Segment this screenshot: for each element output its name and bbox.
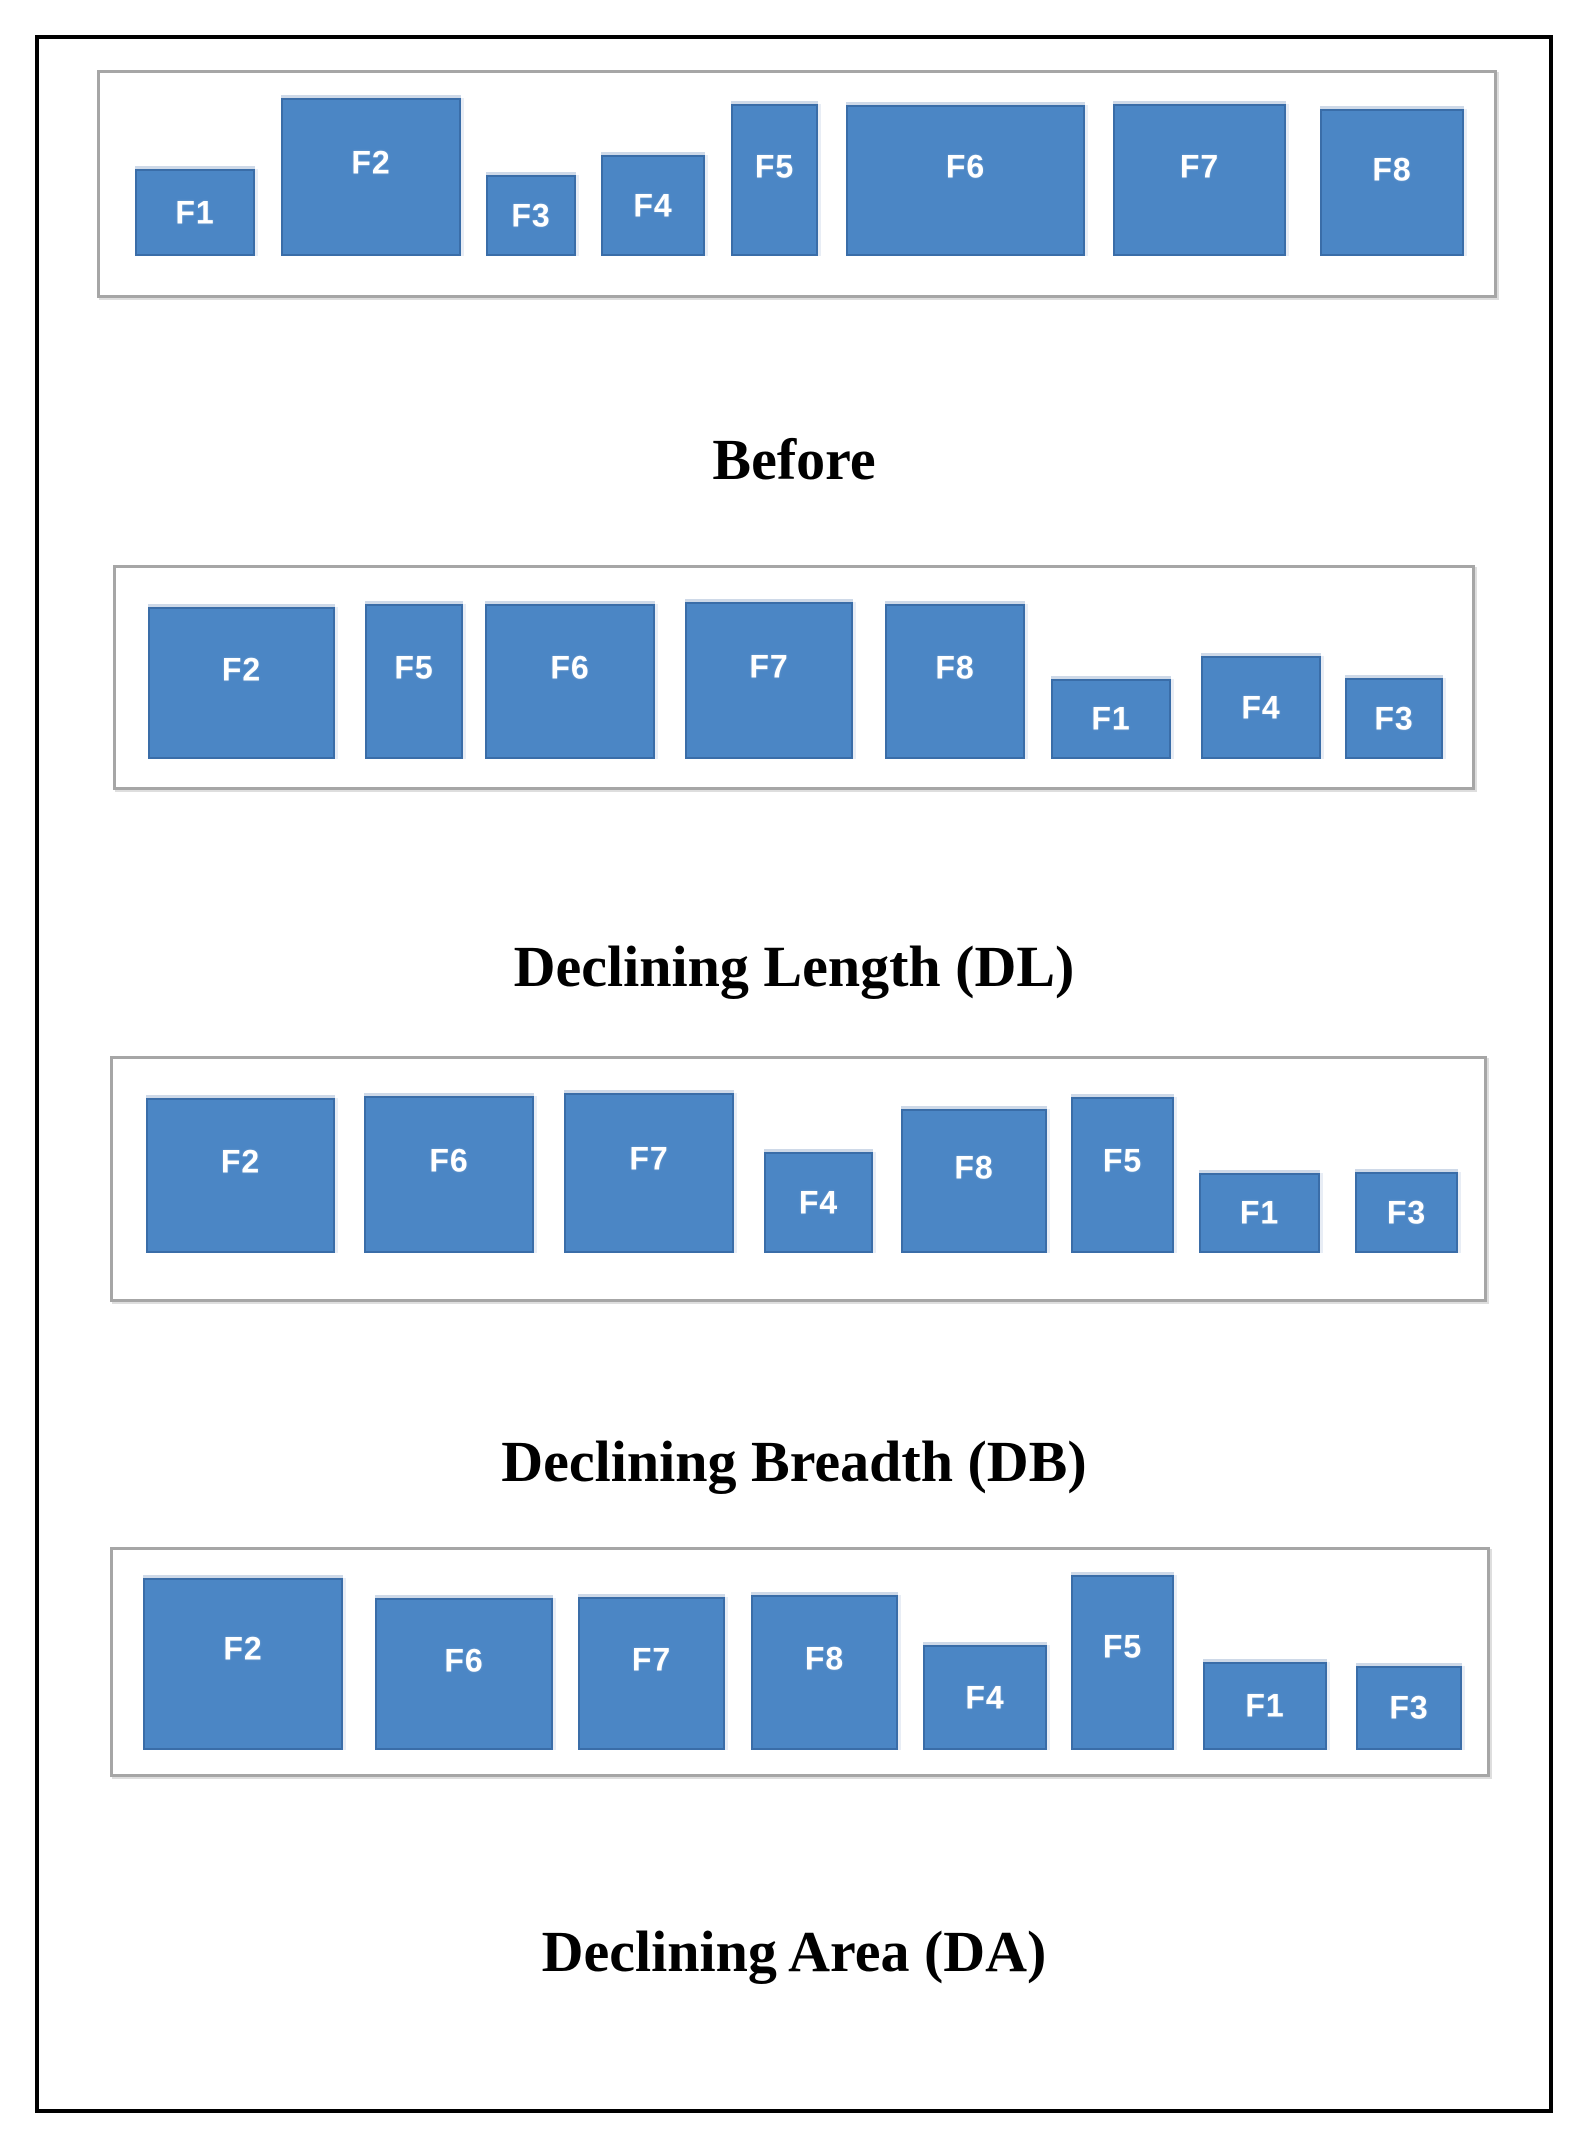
box-label: F1	[175, 194, 215, 230]
box-f5-declining-breadth: F5	[1071, 1097, 1174, 1253]
box-label: F2	[351, 144, 391, 181]
box-f1-declining-breadth: F1	[1199, 1173, 1320, 1253]
box-f6-before: F6	[846, 105, 1085, 256]
box-f2-declining-breadth: F2	[146, 1098, 335, 1253]
box-f7-before: F7	[1113, 104, 1286, 256]
box-f6-declining-breadth: F6	[364, 1096, 534, 1253]
box-f7-declining-area: F7	[578, 1597, 725, 1750]
caption-before: Before	[712, 427, 876, 492]
box-f3-before: F3	[486, 175, 576, 256]
box-f8-declining-length: F8	[885, 604, 1025, 759]
panel-declining-breadth: F2 F6 F7 F4 F8 F5 F1 F3	[110, 1056, 1487, 1302]
box-label: F6	[444, 1642, 484, 1679]
box-label: F3	[511, 197, 551, 233]
box-label: F4	[965, 1679, 1005, 1715]
box-label: F2	[221, 651, 262, 688]
box-f1-declining-area: F1	[1203, 1662, 1327, 1750]
panel-before: F1 F2 F3 F4 F5 F6 F7 F8	[97, 70, 1497, 298]
box-f2-declining-length: F2	[148, 607, 335, 759]
panel-declining-area: F2 F6 F7 F8 F4 F5 F1 F3	[110, 1547, 1490, 1777]
box-f7-declining-breadth: F7	[564, 1093, 734, 1253]
box-label: F7	[749, 648, 789, 685]
box-f6-declining-length: F6	[485, 604, 655, 759]
box-f3-declining-length: F3	[1345, 678, 1443, 759]
box-f5-declining-length: F5	[365, 604, 463, 759]
caption-declining-breadth: Declining Breadth (DB)	[501, 1429, 1087, 1494]
box-f8-before: F8	[1320, 109, 1464, 256]
box-f4-declining-breadth: F4	[764, 1152, 873, 1253]
box-label: F3	[1386, 1194, 1427, 1230]
box-label: F4	[633, 187, 673, 223]
box-label: F2	[220, 1143, 261, 1180]
box-label: F5	[394, 649, 434, 686]
box-f1-declining-length: F1	[1051, 679, 1171, 759]
box-label: F7	[1179, 148, 1220, 185]
box-f5-before: F5	[731, 104, 818, 256]
box-label: F8	[804, 1640, 845, 1677]
box-label: F3	[1374, 700, 1414, 736]
box-f7-declining-length: F7	[685, 602, 853, 759]
box-label: F1	[1091, 700, 1131, 737]
box-f3-declining-breadth: F3	[1355, 1172, 1458, 1253]
box-label: F8	[935, 649, 975, 686]
box-label: F3	[1389, 1689, 1429, 1726]
figure-outer-border	[35, 35, 1553, 2113]
box-label: F1	[1239, 1194, 1280, 1231]
box-f6-declining-area: F6	[375, 1598, 553, 1750]
box-label: F8	[1372, 151, 1412, 188]
box-f4-declining-area: F4	[923, 1645, 1047, 1750]
box-f2-before: F2	[281, 98, 461, 256]
box-f4-declining-length: F4	[1201, 656, 1321, 759]
box-label: F7	[631, 1641, 672, 1678]
box-label: F5	[1102, 1628, 1143, 1665]
box-label: F4	[798, 1184, 839, 1220]
box-f1-before: F1	[135, 169, 255, 256]
box-label: F5	[1102, 1142, 1143, 1179]
box-label: F5	[754, 148, 795, 185]
box-label: F8	[954, 1149, 994, 1186]
box-f3-declining-area: F3	[1356, 1666, 1462, 1750]
box-label: F6	[429, 1142, 469, 1179]
box-f2-declining-area: F2	[143, 1578, 343, 1750]
box-label: F6	[550, 649, 590, 686]
box-label: F2	[223, 1630, 263, 1667]
box-label: F1	[1245, 1687, 1285, 1724]
caption-declining-length: Declining Length (DL)	[513, 934, 1075, 999]
box-f8-declining-breadth: F8	[901, 1109, 1047, 1253]
box-label: F6	[945, 148, 986, 185]
caption-declining-area: Declining Area (DA)	[541, 1919, 1047, 1984]
panel-declining-length: F2 F5 F6 F7 F8 F1 F4 F3	[113, 565, 1475, 790]
box-f8-declining-area: F8	[751, 1595, 898, 1750]
box-label: F7	[629, 1140, 669, 1177]
box-f4-before: F4	[601, 155, 705, 256]
box-label: F4	[1241, 689, 1281, 725]
box-f5-declining-area: F5	[1071, 1575, 1174, 1750]
